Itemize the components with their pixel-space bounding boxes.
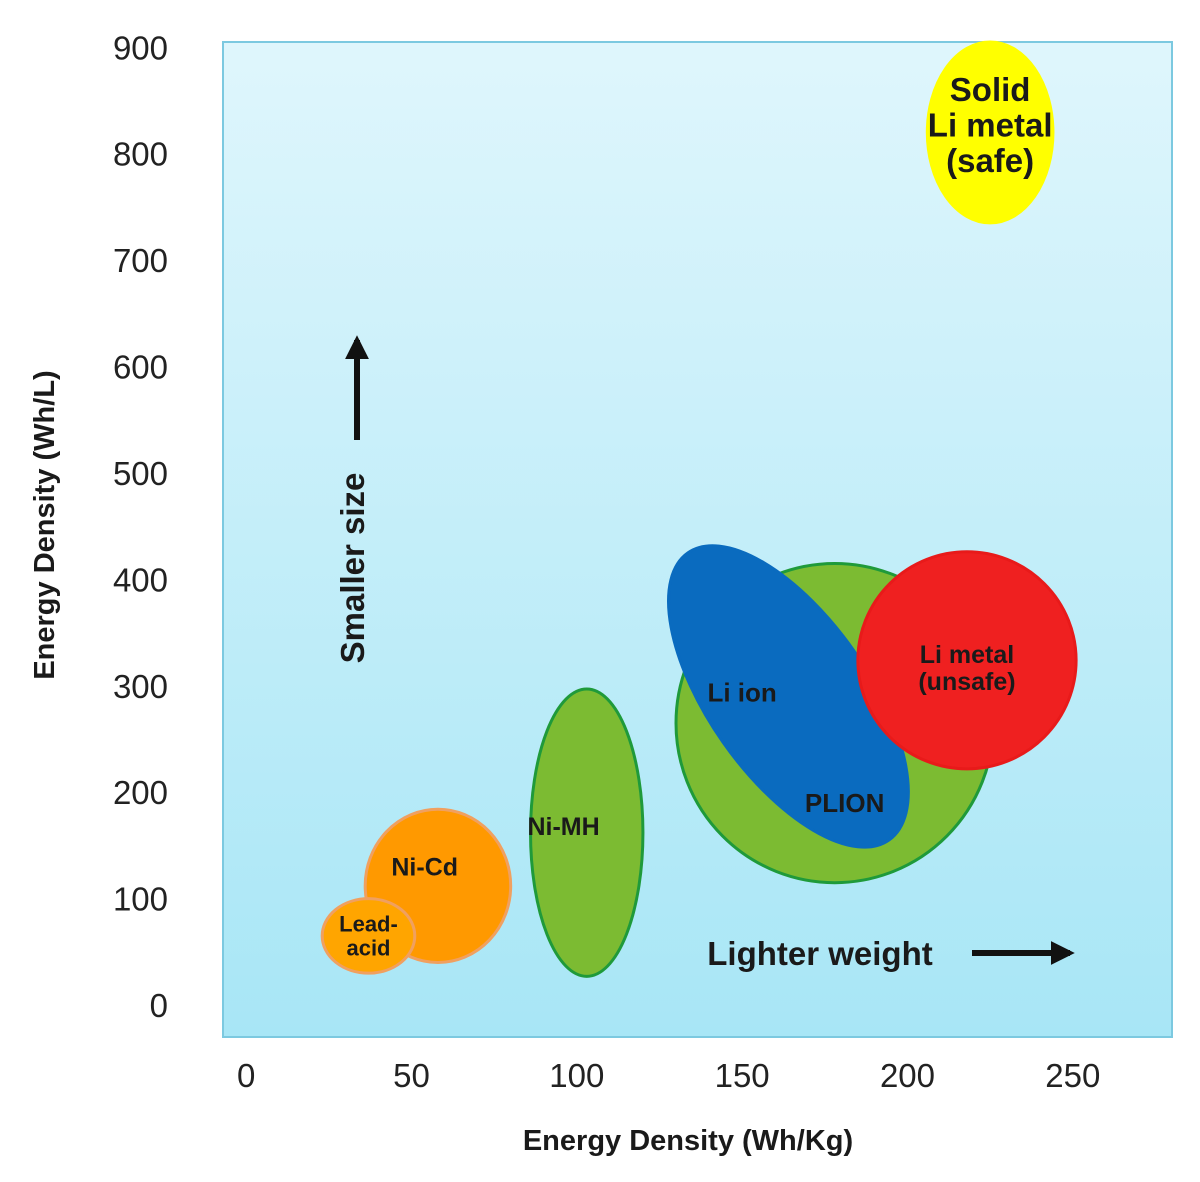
region-label-plion: PLION xyxy=(805,788,884,818)
region-label-ni-cd: Ni-Cd xyxy=(391,853,458,881)
x-tick-label: 250 xyxy=(1045,1057,1100,1094)
x-tick-label: 150 xyxy=(715,1057,770,1094)
region-label-line: Li ion xyxy=(707,677,776,707)
x-tick-label: 50 xyxy=(393,1057,430,1094)
lighter-weight-annotation: Lighter weight xyxy=(707,935,1075,972)
region-label-line: Ni-MH xyxy=(527,813,599,841)
y-axis-title: Energy Density (Wh/L) xyxy=(29,370,61,679)
region-label-solid-li-metal-safe: Solid Li metal (safe) xyxy=(928,71,1053,179)
y-axis-ticks: 0 100 200 300 400 500 600 700 800 900 xyxy=(113,29,168,1024)
y-tick-label: 0 xyxy=(150,987,168,1024)
lighter-weight-label: Lighter weight xyxy=(707,935,933,972)
smaller-size-label: Smaller size xyxy=(334,473,371,664)
region-label-line: Li metal xyxy=(920,641,1014,669)
y-tick-label: 700 xyxy=(113,242,168,279)
region-label-lead-acid: Lead-acid xyxy=(339,912,398,961)
y-tick-label: 100 xyxy=(113,881,168,918)
y-tick-label: 500 xyxy=(113,455,168,492)
smaller-size-annotation: Smaller size xyxy=(334,335,371,664)
region-label-ni-mh: Ni-MH xyxy=(527,813,599,841)
region-label-line: Ni-Cd xyxy=(391,853,458,881)
x-axis-title: Energy Density (Wh/Kg) xyxy=(523,1125,853,1157)
region-solid-li-metal-safe xyxy=(925,40,1055,225)
y-tick-label: 200 xyxy=(113,774,168,811)
x-tick-label: 200 xyxy=(880,1057,935,1094)
region-label-line: (unsafe) xyxy=(918,668,1015,696)
region-label-line: Lead- xyxy=(339,912,398,937)
region-label-line: acid xyxy=(346,935,390,960)
y-tick-label: 400 xyxy=(113,561,168,598)
region-label-line: Li metal xyxy=(928,107,1053,144)
region-label-li-metal-unsafe: Li metal (unsafe) xyxy=(918,641,1015,696)
region-label-line: Solid xyxy=(950,71,1031,108)
y-tick-label: 900 xyxy=(113,29,168,66)
region-label-li-ion: Li ion xyxy=(707,677,776,707)
x-axis-ticks: 0 50 100 150 200 250 xyxy=(237,1057,1100,1094)
y-tick-label: 600 xyxy=(113,349,168,386)
region-li-metal-unsafe xyxy=(856,550,1078,771)
region-ni-mh xyxy=(529,687,645,978)
region-lead-acid xyxy=(320,897,417,975)
x-tick-label: 0 xyxy=(237,1057,255,1094)
x-tick-label: 100 xyxy=(549,1057,604,1094)
region-li-ion xyxy=(667,544,910,849)
region-label-line: (safe) xyxy=(946,142,1034,179)
region-label-line: PLION xyxy=(805,788,884,818)
regions-layer xyxy=(320,40,1078,978)
y-tick-label: 300 xyxy=(113,668,168,705)
y-tick-label: 800 xyxy=(113,136,168,173)
